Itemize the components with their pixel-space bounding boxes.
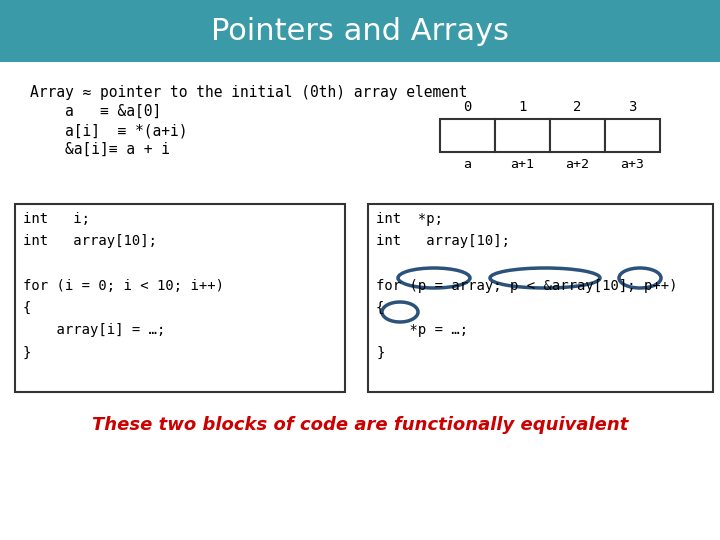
Bar	[550, 119, 605, 152]
Text: 1: 1	[518, 100, 527, 114]
Text: int  *p;
int   array[10];

for (p = array; p < &array[10]; p++)
{
    *p = …;
}: int *p; int array[10]; for (p = array; p…	[376, 212, 678, 360]
Text: a+2: a+2	[565, 158, 590, 171]
Text: a   ≡ &a[0]: a ≡ &a[0]	[30, 104, 161, 119]
Text: int   i;
int   array[10];

for (i = 0; i < 10; i++)
{
    array[i] = …;
}: int i; int array[10]; for (i = 0; i < 10…	[23, 212, 224, 360]
Text: a+1: a+1	[510, 158, 534, 171]
Bar	[440, 119, 495, 152]
Text: These two blocks of code are functionally equivalent: These two blocks of code are functionall…	[92, 416, 628, 434]
Text: Array ≈ pointer to the initial (0th) array element: Array ≈ pointer to the initial (0th) arr…	[30, 85, 467, 100]
Text: a: a	[464, 158, 472, 171]
Bar	[495, 119, 550, 152]
Bar	[368, 204, 713, 392]
Text: 3: 3	[629, 100, 636, 114]
Text: a[i]  ≡ *(a+i): a[i] ≡ *(a+i)	[30, 123, 187, 138]
Text: 2: 2	[573, 100, 582, 114]
Bar	[605, 119, 660, 152]
Text: 0: 0	[463, 100, 472, 114]
Text: Pointers and Arrays: Pointers and Arrays	[211, 17, 509, 45]
Text: &a[i]≡ a + i: &a[i]≡ a + i	[30, 142, 170, 157]
Text: a+3: a+3	[621, 158, 644, 171]
Bar	[0, 0, 720, 62]
Bar	[15, 204, 345, 392]
